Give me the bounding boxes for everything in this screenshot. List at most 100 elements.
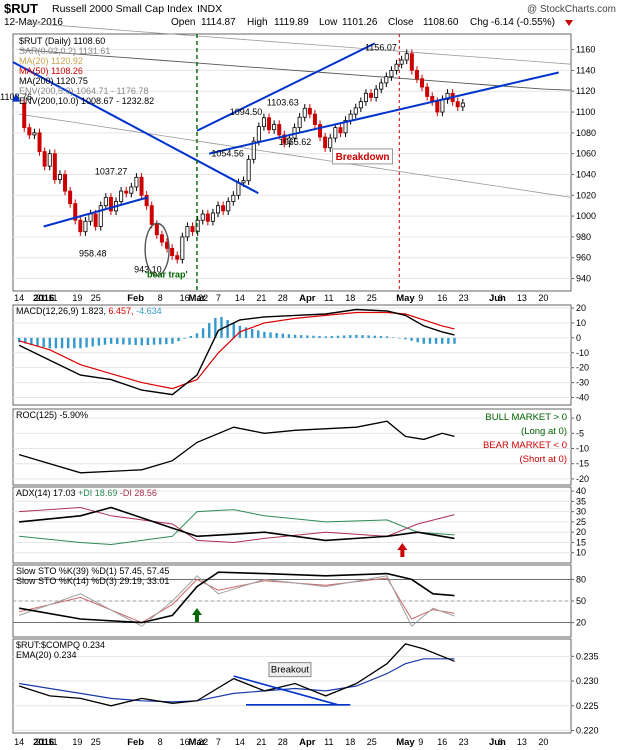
watermark: @ StockCharts.com <box>527 4 616 15</box>
bear-trap-circle <box>144 222 170 277</box>
candle-body <box>200 213 205 221</box>
macd-histogram-bar <box>195 333 199 338</box>
candle-body <box>267 117 272 131</box>
candle-body <box>205 213 210 222</box>
minus-di-line <box>19 506 455 544</box>
macd-histogram-bar <box>324 336 327 338</box>
candle-body <box>414 70 419 80</box>
y-tick-label: 1040 <box>576 169 596 179</box>
x-day-label: 20 <box>538 293 548 303</box>
macd-histogram-bar <box>330 336 334 338</box>
macd-signal-line <box>18 311 455 390</box>
y-tick-label: 1020 <box>576 190 596 200</box>
macd-histogram-bar <box>91 337 94 347</box>
candle-body <box>103 196 108 207</box>
candle-body <box>445 92 450 100</box>
macd-histogram-bar <box>422 337 426 344</box>
macd-histogram-bar <box>232 322 235 338</box>
x-day-label: 22 <box>198 293 208 303</box>
low-value: 1101.26 <box>342 17 378 28</box>
macd-histogram-bar <box>103 337 107 345</box>
macd-histogram-bar <box>140 337 143 346</box>
env-lower-line <box>19 113 572 198</box>
candle-body <box>369 92 374 98</box>
x-day-label: 16 <box>437 293 447 303</box>
legend-part: 6.457, <box>106 306 134 316</box>
macd-histogram-bar <box>36 337 39 346</box>
macd-histogram-bar <box>416 337 419 343</box>
x-day-label: 7 <box>216 293 221 303</box>
low-label: Low <box>319 17 338 28</box>
candle-body <box>409 53 414 71</box>
y-tick-label: 30 <box>576 507 586 517</box>
breakdown-box <box>332 148 394 165</box>
macd-histogram-bar <box>385 336 389 338</box>
candle-body <box>384 76 389 84</box>
candle-body <box>216 205 221 214</box>
macd-histogram-bar <box>410 337 413 341</box>
channel-upper-line <box>196 42 376 132</box>
price-legend-item: MA(50) 1108.26 <box>19 66 83 76</box>
macd-histogram-bar <box>109 337 113 344</box>
y-tick-label: 25 <box>576 517 586 527</box>
x-day-label: 14 <box>235 737 245 747</box>
candle-body <box>343 119 348 134</box>
y-tick-label: 20 <box>576 618 586 628</box>
plus-di-line <box>19 509 455 546</box>
candle-body <box>256 126 261 142</box>
y-tick-label: 960 <box>576 253 591 263</box>
x-month-label: Apr <box>299 293 316 304</box>
macd-histogram-bar <box>152 337 156 345</box>
candle-body <box>425 86 430 97</box>
candle-body <box>134 176 139 188</box>
y-tick-label: 1080 <box>576 128 596 138</box>
y-tick-label: -20 <box>576 474 589 484</box>
top-x-axis: 14 21 11 19 25 8 16 22 7 14 21 28 11 18 25 9 16 23 6 13 2020… <box>14 293 548 304</box>
y-tick-label: 10 <box>576 318 586 328</box>
x-day-label: 23 <box>459 293 469 303</box>
price-annotation: 1065.62 <box>279 137 312 147</box>
y-tick-label: 15 <box>576 537 586 547</box>
x-month-label: Mar <box>189 293 206 304</box>
macd-histogram-bar <box>379 336 383 338</box>
candle-body <box>52 153 57 181</box>
high-label: High <box>247 17 268 28</box>
macd-histogram-bar <box>54 337 58 349</box>
candle-body <box>226 201 231 212</box>
candle-body <box>261 117 266 128</box>
candle-body <box>139 176 144 196</box>
x-day-label: 11 <box>324 293 333 303</box>
panel-title-2: Slow STO %K(14) %D(3) 29.19, 33.01 <box>16 576 169 586</box>
candle-body <box>404 53 409 61</box>
candle-body <box>221 205 226 212</box>
x-month-label: 2016 <box>33 737 54 748</box>
price-annotation: 1103.63 <box>267 97 299 107</box>
legend-part: -4.634 <box>134 306 162 316</box>
candle-body <box>98 205 103 227</box>
price-annotation: 943.10 <box>134 264 162 274</box>
y-tick-label: 50 <box>576 596 586 606</box>
macd-histogram-bar <box>434 337 438 344</box>
stoch-k14-line <box>18 575 455 627</box>
breakout-label: Breakout <box>271 665 309 676</box>
panel-title: $RUT:$COMPQ 0.234 <box>16 640 105 650</box>
candle-body <box>63 174 68 192</box>
bear-trap-label: 'bear trap' <box>145 270 188 280</box>
x-day-label: 13 <box>517 737 527 747</box>
x-day-label: 16 <box>437 737 447 747</box>
macd-histogram-bar <box>226 319 229 338</box>
y-tick-label: 0.225 <box>576 701 599 711</box>
stoch-d-line <box>18 577 455 624</box>
y-tick-label: -30 <box>576 378 589 388</box>
candle-body <box>323 136 328 149</box>
y-tick-label: -15 <box>576 459 589 469</box>
chg-value: -6.14 (-0.55%) <box>491 17 555 28</box>
channel-lower-line <box>208 71 559 155</box>
macd-histogram-bar <box>349 335 352 338</box>
breakdown-label: Breakdown <box>336 152 390 163</box>
candle-body <box>399 59 404 65</box>
candle-body <box>78 219 83 233</box>
price-legend-item: MA(200) 1120.75 <box>19 76 88 86</box>
macd-histogram-bar <box>66 337 70 349</box>
y-tick-label: 1000 <box>576 211 596 221</box>
